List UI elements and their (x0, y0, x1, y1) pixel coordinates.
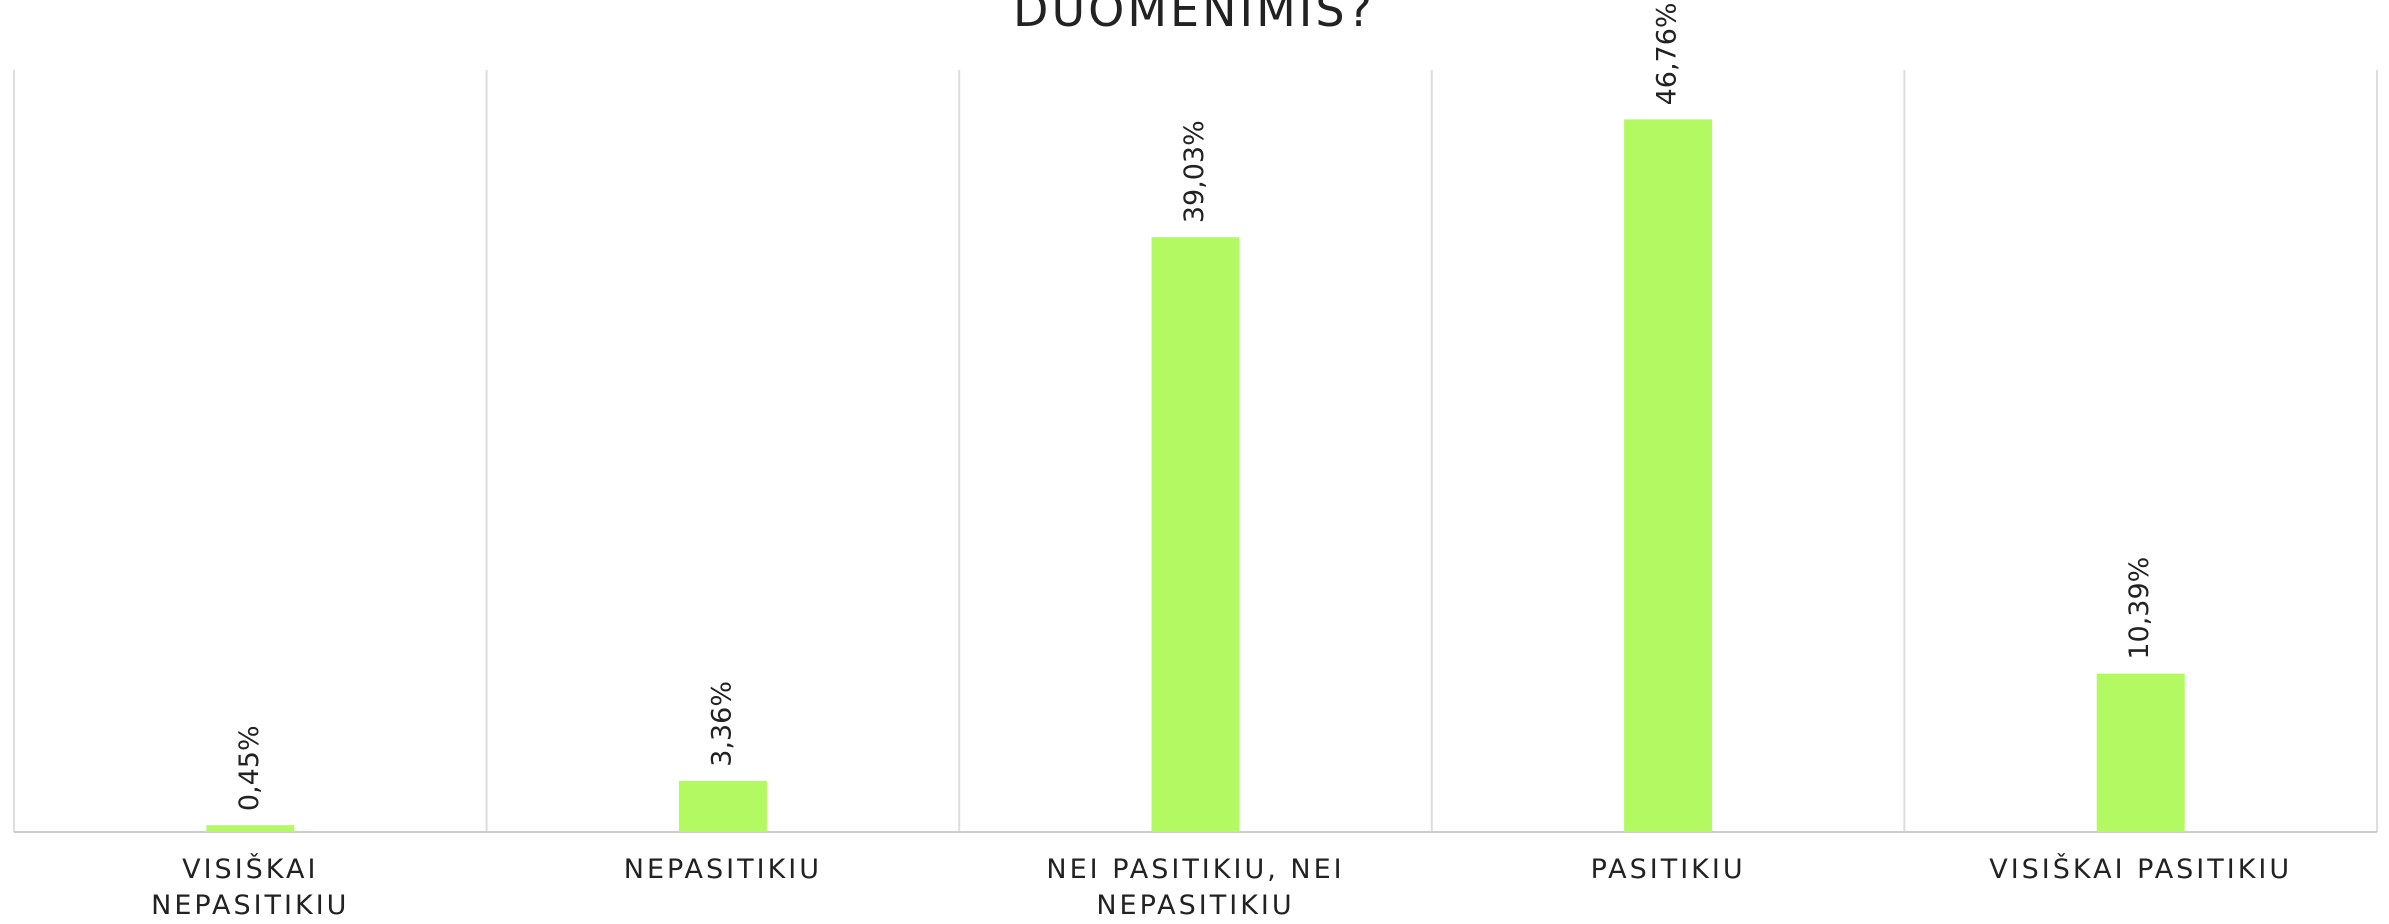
bar (1151, 237, 1240, 832)
x-tick-label: NEPASITIKIU (623, 854, 823, 885)
bar (2096, 673, 2185, 832)
x-tick-label: NEI PASITIKIU, NEI NEPASITIKIU (1046, 854, 1345, 921)
bar (678, 780, 767, 832)
bar (206, 825, 295, 832)
x-tick-label: VISIŠKAI PASITIKIU (1989, 854, 2293, 885)
value-label: 3,36% (706, 681, 737, 767)
value-label: 46,76% (1652, 2, 1683, 105)
chart-title: DUOMENIMIS? (1013, 0, 1375, 37)
x-tick-label: VISIŠKAI NEPASITIKIU (151, 854, 350, 921)
value-label: 0,45% (234, 725, 265, 811)
x-tick-label: PASITIKIU (1590, 854, 1746, 885)
value-label: 10,39% (2124, 557, 2155, 660)
value-label: 39,03% (1179, 120, 1210, 223)
bar (1624, 119, 1713, 832)
